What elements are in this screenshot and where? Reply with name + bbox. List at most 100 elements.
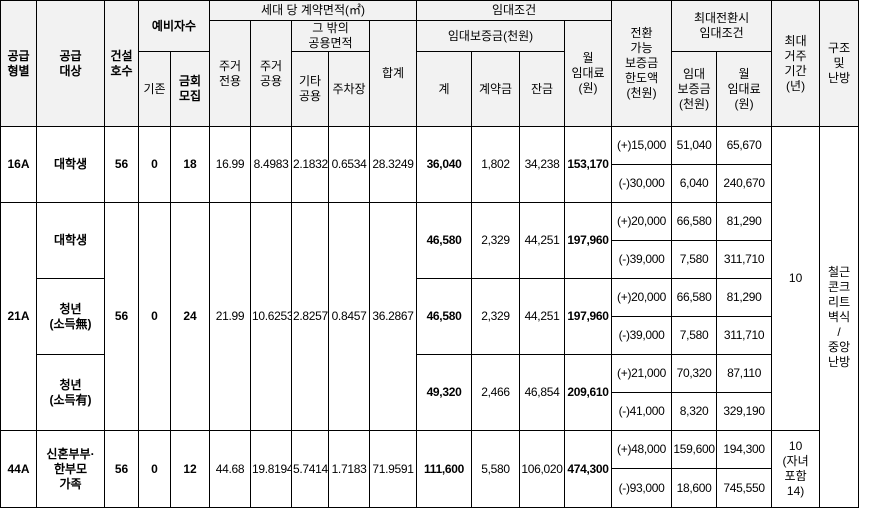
deposit-total: 111,600 <box>416 430 473 508</box>
conversion-rent: 81,290 <box>716 278 773 317</box>
conversion-limit: (-)39,000 <box>611 316 673 355</box>
monthly-rent: 197,960 <box>564 278 613 355</box>
monthly-rent: 474,300 <box>564 430 613 508</box>
header-deposit-group: 임대보증금(천원) <box>416 20 566 52</box>
conversion-rent: 745,550 <box>716 468 773 508</box>
deposit-contract: 5,580 <box>471 430 521 508</box>
area-exclusive: 21.99 <box>209 202 252 431</box>
header-deposit-contract: 계약금 <box>471 51 521 127</box>
monthly-rent: 209,610 <box>564 354 613 431</box>
header-reserve-existing: 기존 <box>138 51 171 127</box>
header-deposit-total: 계 <box>416 51 473 127</box>
area-common: 8.4983 <box>250 126 293 203</box>
supply-target: 청년 (소득無) <box>36 278 105 355</box>
deposit-contract: 2,329 <box>471 278 521 355</box>
header-convertible-limit: 전환 가능 보증금 한도액 (천원) <box>611 0 673 127</box>
header-residential-exclusive: 주거 전용 <box>209 20 252 127</box>
deposit-total: 49,320 <box>416 354 473 431</box>
header-max-conversion-group: 최대전환시 임대조건 <box>671 0 773 52</box>
area-exclusive: 44.68 <box>209 430 252 508</box>
conversion-limit: (+)21,000 <box>611 354 673 393</box>
supply-type: 16A <box>0 126 37 203</box>
built-units: 56 <box>104 430 139 508</box>
supply-type: 21A <box>0 202 37 431</box>
conversion-rent: 194,300 <box>716 430 773 469</box>
deposit-balance: 44,251 <box>519 278 566 355</box>
deposit-total: 36,040 <box>416 126 473 203</box>
conversion-deposit: 7,580 <box>671 240 718 279</box>
conversion-deposit: 18,600 <box>671 468 718 508</box>
conversion-limit: (+)15,000 <box>611 126 673 165</box>
header-reserve-this: 금회 모집 <box>169 51 211 127</box>
deposit-total: 46,580 <box>416 202 473 279</box>
conversion-limit: (+)20,000 <box>611 202 673 241</box>
conversion-rent: 81,290 <box>716 202 773 241</box>
conversion-deposit: 159,600 <box>671 430 718 469</box>
header-conv-deposit: 임대 보증금 (천원) <box>671 51 718 127</box>
reserve-this: 18 <box>169 126 211 203</box>
deposit-total: 46,580 <box>416 278 473 355</box>
conversion-rent: 87,110 <box>716 354 773 393</box>
area-other: 2.8257 <box>291 202 330 431</box>
conversion-deposit: 8,320 <box>671 392 718 431</box>
header-residential-common: 주거 공용 <box>250 20 293 127</box>
supply-target: 대학생 <box>36 202 105 279</box>
reserve-this: 12 <box>169 430 211 508</box>
area-parking: 0.8457 <box>328 202 371 431</box>
supply-target: 청년 (소득有) <box>36 354 105 431</box>
reserve-existing: 0 <box>138 202 171 431</box>
area-common: 19.8194 <box>250 430 293 508</box>
built-units: 56 <box>104 202 139 431</box>
header-area-total: 합계 <box>369 20 418 127</box>
header-conv-rent: 월 임대료 (원) <box>716 51 773 127</box>
deposit-balance: 106,020 <box>519 430 566 508</box>
max-residence-44a: 10 (자녀 포함 14) <box>771 430 821 508</box>
area-total: 36.2867 <box>369 202 418 431</box>
conversion-deposit: 51,040 <box>671 126 718 165</box>
reserve-existing: 0 <box>138 126 171 203</box>
max-residence: 10 <box>771 126 821 431</box>
header-supply-target: 공급 대상 <box>36 0 105 127</box>
reserve-this: 24 <box>169 202 211 431</box>
structure: 철근 콘크 리트 벽식 / 중앙 난방 <box>819 126 860 508</box>
built-units: 56 <box>104 126 139 203</box>
header-lease-group: 임대조건 <box>416 0 613 21</box>
header-supply-type: 공급 형별 <box>0 0 37 127</box>
header-other-common-group: 그 밖의 공용면적 <box>291 20 371 52</box>
area-other: 5.7414 <box>291 430 330 508</box>
area-parking: 0.6534 <box>328 126 371 203</box>
area-exclusive: 16.99 <box>209 126 252 203</box>
deposit-balance: 34,238 <box>519 126 566 203</box>
conversion-deposit: 66,580 <box>671 278 718 317</box>
supply-target: 신혼부부· 한부모 가족 <box>36 430 105 508</box>
conversion-limit: (-)30,000 <box>611 164 673 203</box>
conversion-limit: (-)41,000 <box>611 392 673 431</box>
header-built-units: 건설 호수 <box>104 0 139 127</box>
header-other-common: 기타 공용 <box>291 51 330 127</box>
monthly-rent: 153,170 <box>564 126 613 203</box>
conversion-limit: (+)48,000 <box>611 430 673 469</box>
conversion-limit: (+)20,000 <box>611 278 673 317</box>
deposit-balance: 46,854 <box>519 354 566 431</box>
conversion-rent: 240,670 <box>716 164 773 203</box>
header-reserve: 예비자수 <box>137 0 211 52</box>
supply-target: 대학생 <box>36 126 105 203</box>
conversion-limit: (-)93,000 <box>611 468 673 508</box>
header-max-residence: 최대 거주 기간 (년) <box>771 0 821 127</box>
conversion-rent: 311,710 <box>716 316 773 355</box>
header-deposit-balance: 잔금 <box>519 51 566 127</box>
header-parking: 주차장 <box>328 51 371 127</box>
conversion-deposit: 6,040 <box>671 164 718 203</box>
area-total: 28.3249 <box>369 126 418 203</box>
conversion-limit: (-)39,000 <box>611 240 673 279</box>
monthly-rent: 197,960 <box>564 202 613 279</box>
supply-type: 44A <box>0 430 37 508</box>
conversion-rent: 329,190 <box>716 392 773 431</box>
deposit-balance: 44,251 <box>519 202 566 279</box>
conversion-deposit: 7,580 <box>671 316 718 355</box>
deposit-contract: 2,466 <box>471 354 521 431</box>
area-total: 71.9591 <box>369 430 418 508</box>
header-structure: 구조 및 난방 <box>819 0 860 127</box>
area-common: 10.6253 <box>250 202 293 431</box>
conversion-deposit: 66,580 <box>671 202 718 241</box>
